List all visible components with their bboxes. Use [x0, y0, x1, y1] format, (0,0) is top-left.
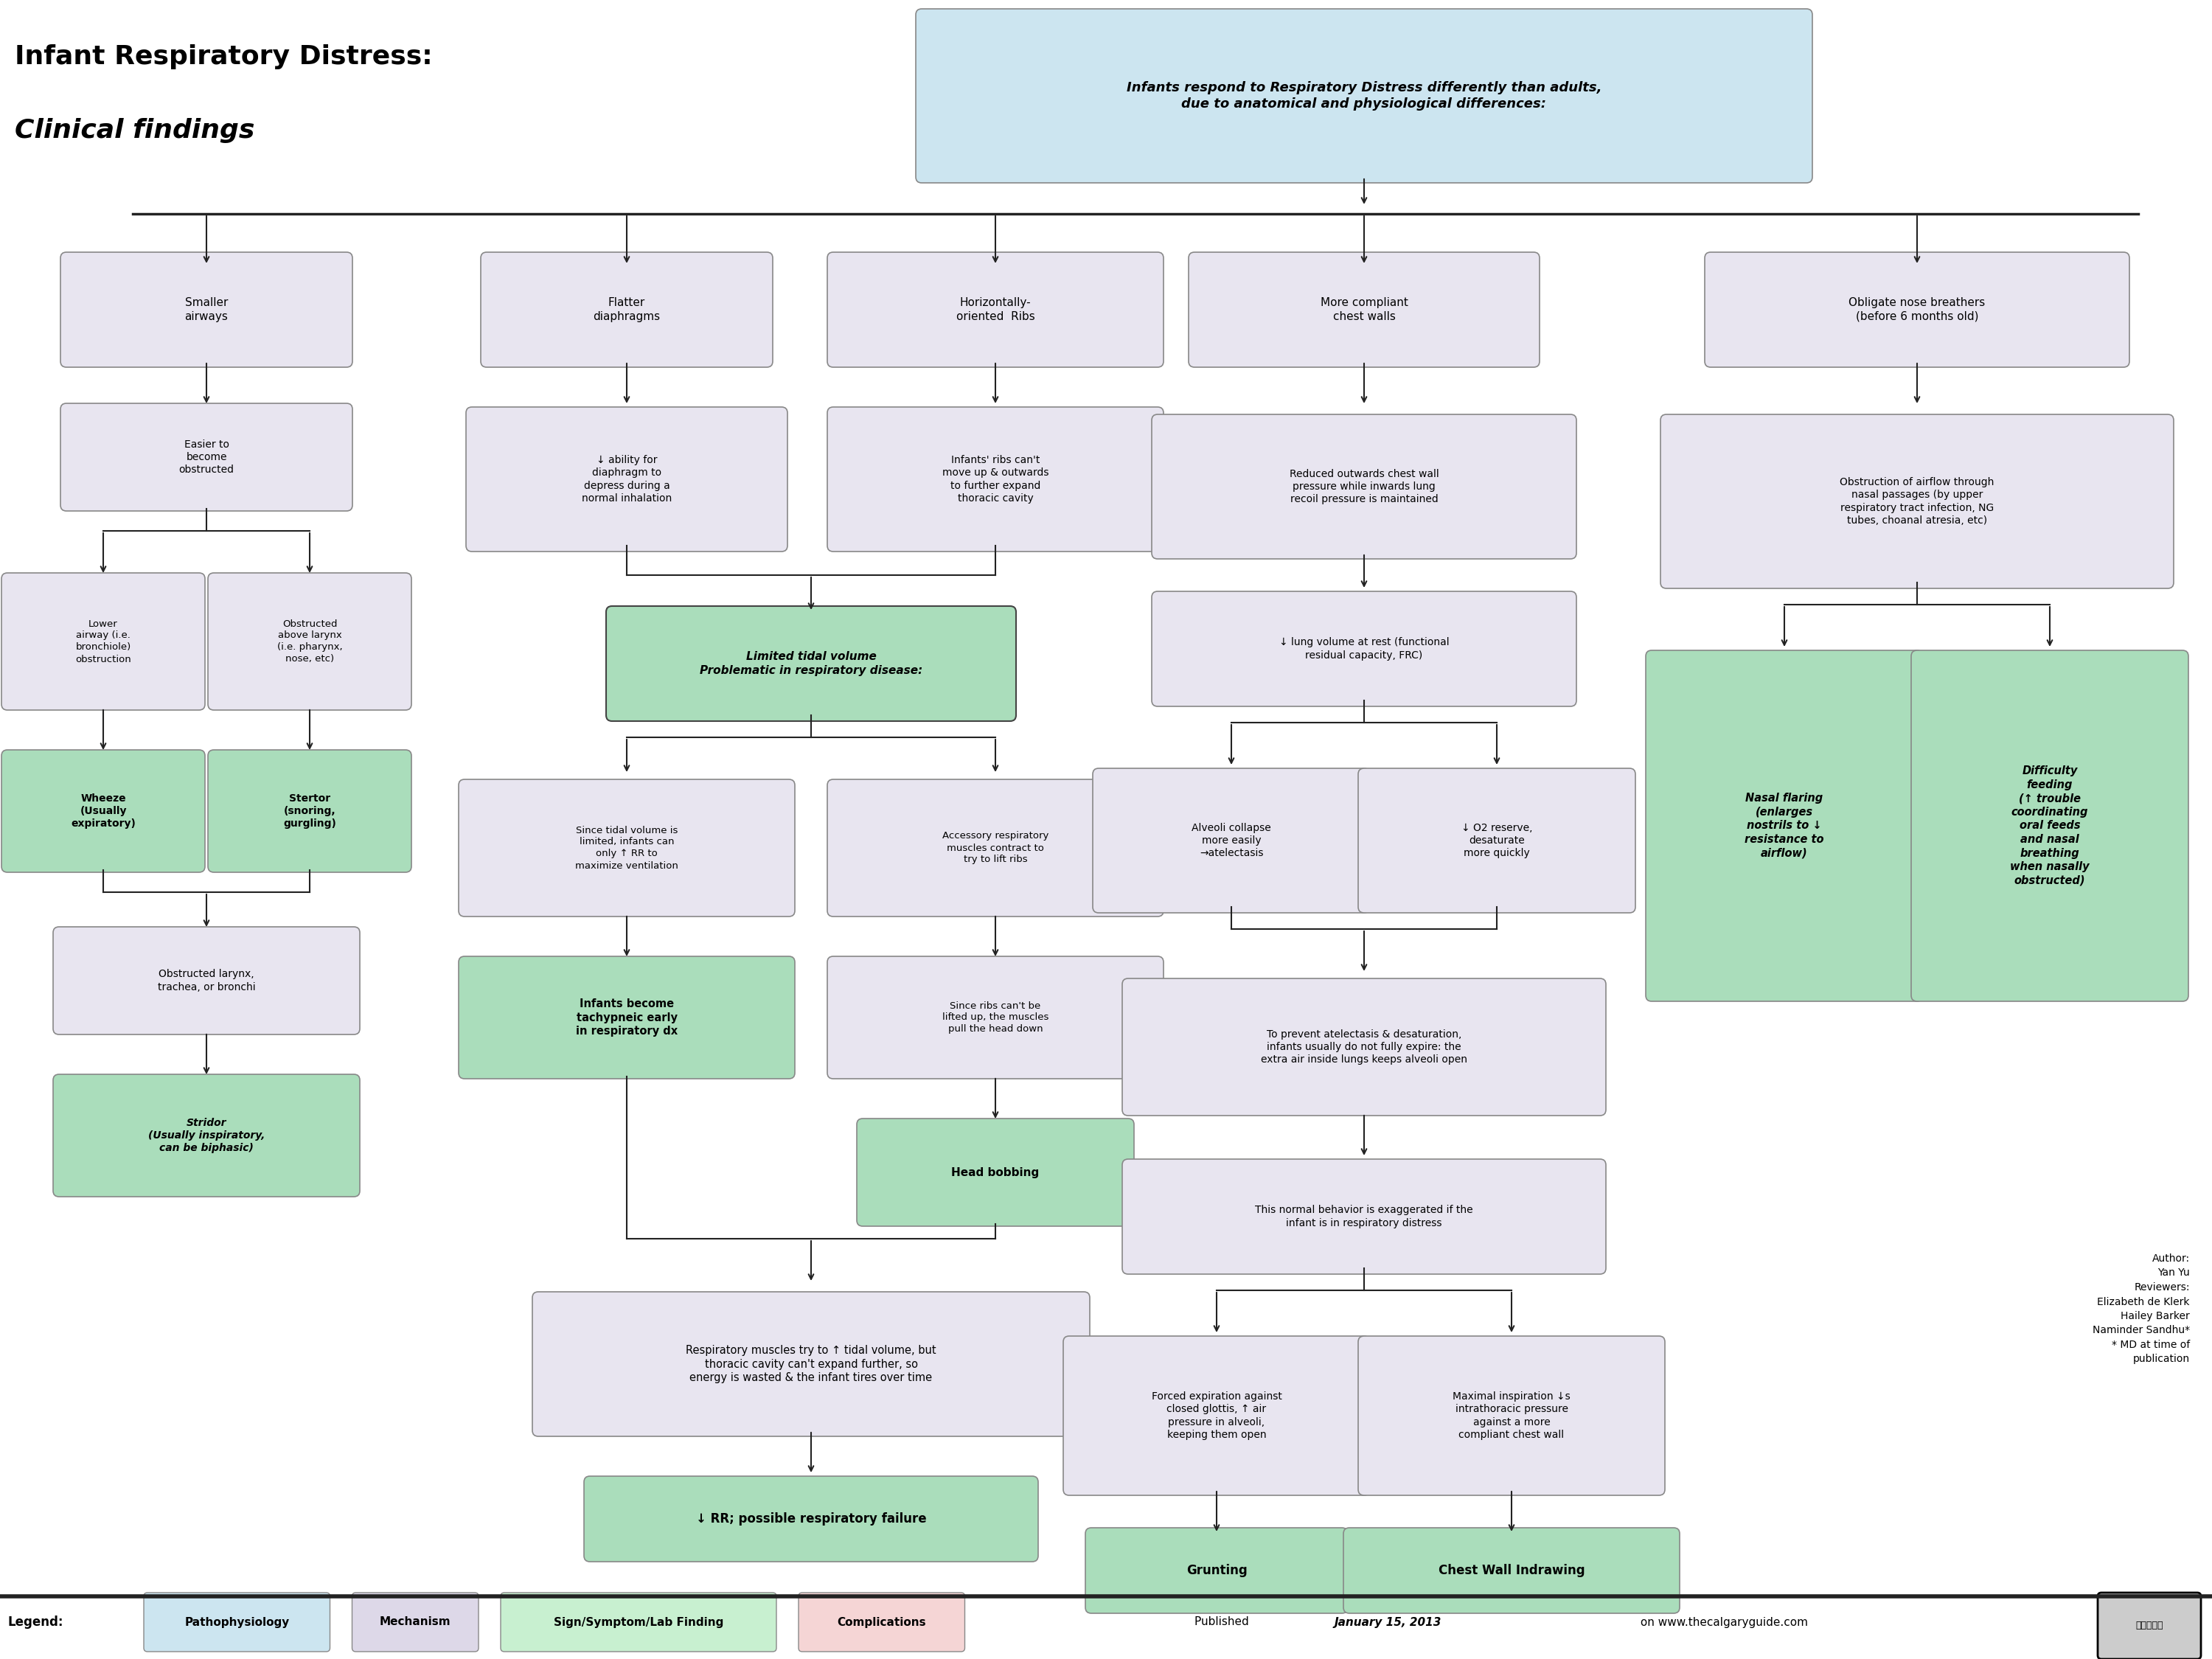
FancyBboxPatch shape — [827, 780, 1164, 916]
FancyBboxPatch shape — [60, 403, 352, 511]
Text: ↓ RR; possible respiratory failure: ↓ RR; possible respiratory failure — [697, 1513, 927, 1526]
FancyBboxPatch shape — [1188, 252, 1540, 367]
Text: Forced expiration against
closed glottis, ↑ air
pressure in alveoli,
keeping the: Forced expiration against closed glottis… — [1152, 1392, 1281, 1440]
Text: ↓ ability for
diaphragm to
depress during a
normal inhalation: ↓ ability for diaphragm to depress durin… — [582, 455, 672, 504]
Text: Sign/Symptom/Lab Finding: Sign/Symptom/Lab Finding — [553, 1616, 723, 1627]
FancyBboxPatch shape — [60, 252, 352, 367]
FancyBboxPatch shape — [53, 1075, 361, 1196]
FancyBboxPatch shape — [1086, 1528, 1347, 1613]
Text: Flatter
diaphragms: Flatter diaphragms — [593, 297, 661, 322]
FancyBboxPatch shape — [606, 606, 1015, 722]
FancyBboxPatch shape — [2, 572, 206, 710]
FancyBboxPatch shape — [1911, 650, 2188, 1002]
FancyBboxPatch shape — [352, 1593, 478, 1652]
FancyBboxPatch shape — [799, 1593, 964, 1652]
FancyBboxPatch shape — [827, 406, 1164, 551]
FancyBboxPatch shape — [1121, 979, 1606, 1115]
FancyBboxPatch shape — [827, 252, 1164, 367]
Text: Limited tidal volume
Problematic in respiratory disease:: Limited tidal volume Problematic in resp… — [699, 652, 922, 675]
FancyBboxPatch shape — [500, 1593, 776, 1652]
Text: Obligate nose breathers
(before 6 months old): Obligate nose breathers (before 6 months… — [1849, 297, 1986, 322]
Text: ⒸⓈⓃⓈⒶ: ⒸⓈⓃⓈⒶ — [2135, 1621, 2163, 1631]
FancyBboxPatch shape — [1152, 591, 1577, 707]
FancyBboxPatch shape — [1358, 1335, 1666, 1495]
Text: Infants respond to Respiratory Distress differently than adults,
due to anatomic: Infants respond to Respiratory Distress … — [1126, 81, 1601, 111]
FancyBboxPatch shape — [584, 1477, 1037, 1561]
Text: January 15, 2013: January 15, 2013 — [1334, 1616, 1442, 1627]
FancyBboxPatch shape — [1705, 252, 2130, 367]
Text: Respiratory muscles try to ↑ tidal volume, but
thoracic cavity can't expand furt: Respiratory muscles try to ↑ tidal volum… — [686, 1345, 936, 1384]
Text: Complications: Complications — [836, 1616, 927, 1627]
FancyBboxPatch shape — [480, 252, 772, 367]
Text: This normal behavior is exaggerated if the
infant is in respiratory distress: This normal behavior is exaggerated if t… — [1254, 1204, 1473, 1228]
FancyBboxPatch shape — [856, 1118, 1135, 1226]
FancyBboxPatch shape — [533, 1292, 1091, 1437]
FancyBboxPatch shape — [916, 8, 1812, 182]
FancyBboxPatch shape — [1358, 768, 1635, 912]
Text: Infants become
tachypneic early
in respiratory dx: Infants become tachypneic early in respi… — [575, 999, 677, 1037]
Text: Head bobbing: Head bobbing — [951, 1166, 1040, 1178]
Text: Easier to
become
obstructed: Easier to become obstructed — [179, 440, 234, 474]
Text: Reduced outwards chest wall
pressure while inwards lung
recoil pressure is maint: Reduced outwards chest wall pressure whi… — [1290, 469, 1438, 504]
FancyBboxPatch shape — [2097, 1593, 2201, 1659]
FancyBboxPatch shape — [827, 956, 1164, 1078]
Text: ↓ O2 reserve,
desaturate
more quickly: ↓ O2 reserve, desaturate more quickly — [1462, 823, 1533, 858]
FancyBboxPatch shape — [1064, 1335, 1369, 1495]
Text: Pathophysiology: Pathophysiology — [184, 1616, 290, 1627]
Text: Since tidal volume is
limited, infants can
only ↑ RR to
maximize ventilation: Since tidal volume is limited, infants c… — [575, 826, 679, 871]
Text: Wheeze
(Usually
expiratory): Wheeze (Usually expiratory) — [71, 793, 135, 830]
FancyBboxPatch shape — [1661, 415, 2174, 589]
Text: Author:
Yan Yu
Reviewers:
Elizabeth de Klerk
Hailey Barker
Naminder Sandhu*
* MD: Author: Yan Yu Reviewers: Elizabeth de K… — [2093, 1254, 2190, 1364]
FancyBboxPatch shape — [1121, 1160, 1606, 1274]
Text: More compliant
chest walls: More compliant chest walls — [1321, 297, 1407, 322]
Text: Stridor
(Usually inspiratory,
can be biphasic): Stridor (Usually inspiratory, can be bip… — [148, 1118, 265, 1153]
FancyBboxPatch shape — [144, 1593, 330, 1652]
FancyBboxPatch shape — [2, 750, 206, 873]
Text: Alveoli collapse
more easily
→atelectasis: Alveoli collapse more easily →atelectasi… — [1192, 823, 1272, 858]
FancyBboxPatch shape — [1093, 768, 1369, 912]
Text: Obstructed
above larynx
(i.e. pharynx,
nose, etc): Obstructed above larynx (i.e. pharynx, n… — [276, 619, 343, 664]
Text: Stertor
(snoring,
gurgling): Stertor (snoring, gurgling) — [283, 793, 336, 830]
Text: Horizontally-
oriented  Ribs: Horizontally- oriented Ribs — [956, 297, 1035, 322]
Text: on www.thecalgaryguide.com: on www.thecalgaryguide.com — [1637, 1616, 1807, 1627]
Text: Difficulty
feeding
(↑ trouble
coordinating
oral feeds
and nasal
breathing
when n: Difficulty feeding (↑ trouble coordinati… — [2011, 765, 2090, 886]
Text: Nasal flaring
(enlarges
nostrils to ↓
resistance to
airflow): Nasal flaring (enlarges nostrils to ↓ re… — [1745, 793, 1825, 859]
FancyBboxPatch shape — [208, 750, 411, 873]
Text: Obstruction of airflow through
nasal passages (by upper
respiratory tract infect: Obstruction of airflow through nasal pas… — [1840, 478, 1995, 526]
Text: Smaller
airways: Smaller airways — [186, 297, 228, 322]
Text: Infant Respiratory Distress:: Infant Respiratory Distress: — [15, 45, 434, 70]
FancyBboxPatch shape — [458, 780, 794, 916]
FancyBboxPatch shape — [1343, 1528, 1679, 1613]
FancyBboxPatch shape — [208, 572, 411, 710]
Text: Lower
airway (i.e.
bronchiole)
obstruction: Lower airway (i.e. bronchiole) obstructi… — [75, 619, 131, 664]
Text: Since ribs can't be
lifted up, the muscles
pull the head down: Since ribs can't be lifted up, the muscl… — [942, 1000, 1048, 1034]
Text: Clinical findings: Clinical findings — [15, 118, 254, 143]
Text: Legend:: Legend: — [7, 1616, 62, 1629]
Text: To prevent atelectasis & desaturation,
infants usually do not fully expire: the
: To prevent atelectasis & desaturation, i… — [1261, 1029, 1467, 1065]
Text: Infants' ribs can't
move up & outwards
to further expand
thoracic cavity: Infants' ribs can't move up & outwards t… — [942, 455, 1048, 504]
Text: Grunting: Grunting — [1186, 1564, 1248, 1578]
Text: Mechanism: Mechanism — [380, 1616, 451, 1627]
Text: Maximal inspiration ↓s
intrathoracic pressure
against a more
compliant chest wal: Maximal inspiration ↓s intrathoracic pre… — [1453, 1392, 1571, 1440]
Text: ↓ lung volume at rest (functional
residual capacity, FRC): ↓ lung volume at rest (functional residu… — [1279, 637, 1449, 660]
FancyBboxPatch shape — [1646, 650, 1922, 1002]
FancyBboxPatch shape — [467, 406, 787, 551]
FancyBboxPatch shape — [53, 927, 361, 1035]
FancyBboxPatch shape — [458, 956, 794, 1078]
Text: Accessory respiratory
muscles contract to
try to lift ribs: Accessory respiratory muscles contract t… — [942, 831, 1048, 864]
Text: Obstructed larynx,
trachea, or bronchi: Obstructed larynx, trachea, or bronchi — [157, 969, 254, 992]
Text: Published: Published — [1194, 1616, 1252, 1627]
FancyBboxPatch shape — [1152, 415, 1577, 559]
Text: Chest Wall Indrawing: Chest Wall Indrawing — [1438, 1564, 1584, 1578]
